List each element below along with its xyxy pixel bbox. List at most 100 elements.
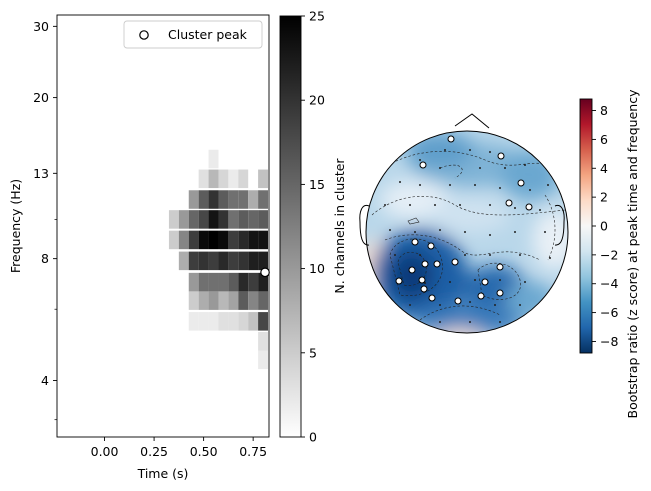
tf-axes-frame <box>56 14 270 438</box>
legend-entry-cluster-peak: Cluster peak <box>168 27 248 42</box>
sensor-dot <box>394 254 396 256</box>
tf-cell <box>208 251 219 271</box>
tf-cell <box>188 190 199 209</box>
sensor-dot <box>469 301 471 303</box>
cluster-sensor <box>418 276 426 284</box>
tf-cell <box>198 291 209 310</box>
tf-y-tick-label: 4 <box>41 373 49 388</box>
tf-cells <box>168 149 269 370</box>
sensor-dot <box>489 234 491 236</box>
tf-cell <box>258 190 269 209</box>
sensor-dot <box>549 257 551 259</box>
sensor-dot <box>414 231 416 233</box>
tf-y-axis-label: Frequency (Hz) <box>8 179 23 273</box>
tf-y-tick-label: 30 <box>33 19 49 34</box>
tf-cell <box>198 190 209 209</box>
tf-cell <box>258 251 269 271</box>
tf-cell <box>178 210 189 229</box>
gray-colorbar-ticks: 0 5 10 15 20 25 <box>301 9 325 445</box>
sensor-dot <box>424 282 426 284</box>
rdbu-cb-tick-label: 2 <box>600 190 608 205</box>
sensor-dot <box>514 207 516 209</box>
tf-y-tick-label: 8 <box>41 251 49 266</box>
cluster-sensor <box>395 277 403 285</box>
cluster-sensor <box>451 258 459 266</box>
sensor-dot <box>439 321 441 323</box>
tf-cell <box>258 272 269 292</box>
tf-cell <box>228 272 239 292</box>
tf-cell <box>238 312 249 331</box>
tf-cell <box>188 291 199 310</box>
tf-cell <box>258 210 269 229</box>
tf-cell <box>248 291 259 310</box>
sensor-dot <box>409 204 411 206</box>
gray-colorbar-fill <box>279 15 302 438</box>
tf-cell <box>258 230 269 250</box>
sensor-dot <box>499 187 501 189</box>
sensor-dot <box>514 231 516 233</box>
rdbu-colorbar-ticks: −8 −6 −4 −2 0 2 4 6 8 <box>592 103 618 349</box>
tf-cell <box>208 190 219 209</box>
tf-cell <box>228 210 239 229</box>
cluster-sensor <box>419 161 427 169</box>
sensor-dot <box>469 149 471 151</box>
tf-cell <box>238 230 249 250</box>
topomap <box>359 113 569 334</box>
tf-cell <box>178 251 189 271</box>
rdbu-cb-tick-label: 8 <box>600 103 608 118</box>
tf-cell <box>248 312 259 331</box>
cluster-sensor <box>505 199 513 207</box>
tf-cell <box>198 230 209 250</box>
cluster-sensor <box>447 135 455 143</box>
tf-cell <box>218 312 229 331</box>
tf-cell <box>208 169 219 189</box>
sensor-dot <box>489 151 491 153</box>
sensor-dot <box>539 209 541 211</box>
gray-colorbar-label: N. channels in cluster <box>332 158 347 294</box>
tf-cell <box>208 312 219 331</box>
tf-x-tick-label: 0.25 <box>140 444 168 459</box>
tf-cell <box>248 272 259 292</box>
tf-cell <box>248 230 259 250</box>
tf-cell <box>228 169 239 189</box>
tf-cell <box>238 210 249 229</box>
cluster-sensor <box>481 278 489 286</box>
gray-cb-tick-label: 25 <box>309 9 325 24</box>
legend-box <box>123 20 263 49</box>
tf-cell <box>168 230 179 250</box>
cluster-sensor <box>454 297 462 305</box>
sensor-dot <box>529 189 531 191</box>
tf-cell <box>218 251 229 271</box>
rdbu-cb-tick-label: 6 <box>600 132 608 147</box>
tf-cell <box>198 272 209 292</box>
cluster-sensor <box>496 263 504 271</box>
rdbu-cb-tick-label: 0 <box>600 219 608 234</box>
tf-cell <box>168 210 179 229</box>
tf-cell <box>218 169 229 189</box>
tf-cell <box>238 190 249 209</box>
sensor-dot <box>439 304 441 306</box>
cluster-peak-marker <box>260 267 270 278</box>
sensor-dot <box>399 181 401 183</box>
rdbu-colorbar-fill <box>579 98 593 354</box>
sensor-dot <box>384 204 386 206</box>
tf-cluster-panel: 0.00 0.25 0.50 0.75 4 8 13 20 30 Time (s) Frequ… <box>8 14 270 481</box>
sensor-dot <box>489 254 491 256</box>
sensor-dot <box>547 184 549 186</box>
tf-cell <box>258 169 269 189</box>
tf-x-tick-label: 0.50 <box>190 444 218 459</box>
tf-x-tick-label: 0.00 <box>91 444 119 459</box>
gray-cb-tick-label: 5 <box>309 345 317 360</box>
tf-cell <box>208 210 219 229</box>
tf-cell <box>208 230 219 250</box>
sensor-dot <box>489 204 491 206</box>
tf-legend: Cluster peak <box>123 20 263 49</box>
rdbu-colorbar-label: Bootstrap ratio (z score) at peak time a… <box>625 89 640 419</box>
sensor-dot <box>389 229 391 231</box>
tf-cell <box>228 312 239 331</box>
tf-cell <box>218 291 229 310</box>
tf-cell <box>238 291 249 310</box>
tf-cell <box>238 251 249 271</box>
sensor-dot <box>459 204 461 206</box>
